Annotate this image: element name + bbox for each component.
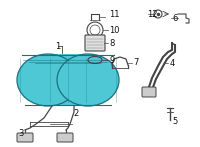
Text: 4: 4 xyxy=(170,59,175,67)
FancyBboxPatch shape xyxy=(57,133,73,142)
FancyBboxPatch shape xyxy=(142,87,156,97)
Text: 10: 10 xyxy=(109,25,120,35)
Bar xyxy=(48,54,88,106)
Text: 5: 5 xyxy=(172,117,177,127)
Text: 11: 11 xyxy=(109,10,120,19)
FancyBboxPatch shape xyxy=(17,133,33,142)
Text: 1: 1 xyxy=(55,41,60,51)
Text: 7: 7 xyxy=(133,57,138,66)
FancyBboxPatch shape xyxy=(85,35,105,51)
Ellipse shape xyxy=(17,54,79,106)
Text: 6: 6 xyxy=(172,14,177,22)
Text: 3: 3 xyxy=(18,130,23,138)
Ellipse shape xyxy=(57,54,119,106)
Text: 2: 2 xyxy=(73,108,78,117)
Text: 12: 12 xyxy=(147,10,158,19)
Text: 8: 8 xyxy=(109,39,114,47)
Text: 9: 9 xyxy=(109,56,114,65)
